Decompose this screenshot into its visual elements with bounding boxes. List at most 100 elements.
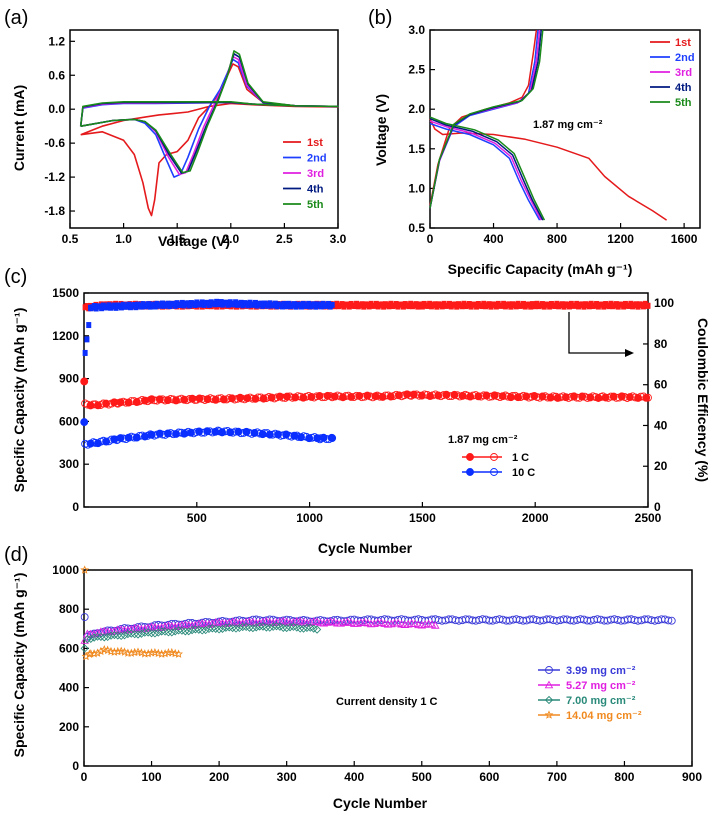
d-point-7.00 mg cm⁻²-58 <box>279 623 288 632</box>
b-ytick-label-1: 2.5 <box>408 63 425 77</box>
d-point-7.00 mg cm⁻²-42 <box>225 623 234 632</box>
b-xtick-label-2: 800 <box>547 232 567 246</box>
c-legend-open-10 C <box>490 468 498 476</box>
d-point-5.27 mg cm⁻²-103 <box>431 621 440 629</box>
panel-label-b: (b) <box>368 7 392 29</box>
d-point-7.00 mg cm⁻²-9 <box>113 631 122 640</box>
c-cap-point-1 C-214 <box>644 393 652 402</box>
a-ytick-label-4: -1.2 <box>44 170 65 184</box>
d-point-7.00 mg cm⁻²-8 <box>110 630 119 640</box>
a-ytick-label-3: -0.6 <box>44 136 65 150</box>
c-xlabel: Cycle Number <box>318 540 413 556</box>
c-eff-point-10 C-2 <box>86 322 92 329</box>
d-point-14.04 mg cm⁻²-3 <box>89 649 99 658</box>
d-point-5.27 mg cm⁻²-18 <box>143 623 153 632</box>
d-point-7.00 mg cm⁻²-35 <box>201 625 210 635</box>
d-point-5.27 mg cm⁻²-56 <box>272 618 281 626</box>
c-y2label: Coulombic Efficency (%) <box>695 318 709 482</box>
d-point-5.27 mg cm⁻²-8 <box>110 626 119 635</box>
a-ylabel: Current (mA) <box>11 85 27 171</box>
d-point-7.00 mg cm⁻²-25 <box>167 628 176 637</box>
d-point-14.04 mg cm⁻²-24 <box>160 649 170 658</box>
panel-label-c: (c) <box>4 266 27 288</box>
b-legend-label-3rd: 3rd <box>675 67 692 79</box>
c-xtick-label-0: 500 <box>187 511 207 525</box>
d-ytick-label-0: 0 <box>72 759 79 773</box>
c-eff-point-10 C-1 <box>84 336 90 343</box>
d-legend-label-3.99 mg cm⁻²: 3.99 mg cm⁻² <box>566 665 636 677</box>
a-ytick-label-2: 0.0 <box>48 102 65 116</box>
d-point-5.27 mg cm⁻²-3 <box>93 628 102 637</box>
d-ytick-label-3: 600 <box>59 641 79 655</box>
b-xtick-label-0: 0 <box>427 232 434 246</box>
a-legend-label-5th: 5th <box>307 199 324 211</box>
b-discharge-1st <box>429 118 668 221</box>
d-ylabel: Specific Capacity (mAh g⁻¹) <box>11 573 27 758</box>
d-point-5.27 mg cm⁻²-46 <box>238 618 248 627</box>
a-ytick-label-5: -1.8 <box>44 204 65 218</box>
d-xtick-label-6: 600 <box>479 770 499 784</box>
b-legend-label-1st: 1st <box>675 37 691 49</box>
d-point-5.27 mg cm⁻²-90 <box>387 619 396 628</box>
b-charge-5th <box>429 29 544 209</box>
d-point-7.00 mg cm⁻²-39 <box>214 625 224 634</box>
d-xtick-label-3: 300 <box>277 770 297 784</box>
b-legend-label-4th: 4th <box>675 82 692 94</box>
a-ytick-label-0: 1.2 <box>48 34 65 48</box>
c-cap-point-10 C-97 <box>328 434 337 442</box>
c-legend-title: 1.87 mg cm⁻² <box>448 434 518 446</box>
b-discharge-5th <box>429 116 546 221</box>
d-point-7.00 mg cm⁻²-4 <box>96 632 106 641</box>
c-axis-arrow <box>568 312 630 354</box>
c-y2tick-label-4: 80 <box>654 337 668 351</box>
d-point-14.04 mg cm⁻²-10 <box>113 646 123 656</box>
c-cap-point-10 C-0 <box>80 418 89 427</box>
d-point-7.00 mg cm⁻²-first <box>80 644 89 653</box>
d-point-7.00 mg cm⁻²-49 <box>248 623 258 633</box>
d-point-7.00 mg cm⁻²-14 <box>130 630 139 639</box>
d-point-7.00 mg cm⁻²-6 <box>103 632 112 642</box>
d-xtick-label-8: 800 <box>614 770 634 784</box>
d-point-7.00 mg cm⁻²-53 <box>262 623 271 632</box>
d-point-7.00 mg cm⁻²-48 <box>245 623 254 632</box>
d-point-7.00 mg cm⁻²-38 <box>211 624 220 634</box>
c-xtick-label-2: 1500 <box>409 511 436 525</box>
d-xtick-label-2: 200 <box>209 770 229 784</box>
d-point-14.04 mg cm⁻²-5 <box>96 646 106 656</box>
a-ytick-label-1: 0.6 <box>48 68 65 82</box>
b-ytick-label-2: 2.0 <box>408 102 425 116</box>
d-point-7.00 mg cm⁻²-20 <box>150 629 160 638</box>
d-point-5.27 mg cm⁻²-80 <box>353 619 362 627</box>
d-point-5.27 mg cm⁻²-61 <box>289 617 298 626</box>
d-point-5.27 mg cm⁻²-66 <box>306 617 315 626</box>
c-y2tick-label-2: 40 <box>654 418 668 432</box>
d-xtick-label-0: 0 <box>81 770 88 784</box>
d-point-3.99 mg cm⁻²-first <box>80 613 89 621</box>
c-ytick-label-0: 0 <box>72 500 79 514</box>
c-ytick-label-4: 1200 <box>52 329 79 343</box>
b-xtick-label-1: 400 <box>484 232 504 246</box>
c-eff-point-10 C-0 <box>82 349 88 356</box>
d-point-5.27 mg cm⁻²-41 <box>221 619 231 627</box>
c-eff-point-1 C-314 <box>645 302 651 309</box>
d-point-14.04 mg cm⁻²-28 <box>174 649 183 658</box>
c-eff-point-10 C-139 <box>329 301 335 308</box>
d-point-3.99 mg cm⁻²-172 <box>664 616 673 625</box>
d-legend-marker-14.04 mg cm⁻² <box>544 710 554 719</box>
d-point-7.00 mg cm⁻²-46 <box>238 622 247 632</box>
d-point-7.00 mg cm⁻²-12 <box>123 629 133 639</box>
b-legend-label-2nd: 2nd <box>675 52 695 64</box>
d-point-7.00 mg cm⁻²-0 <box>83 635 92 644</box>
d-point-14.04 mg cm⁻²-first <box>80 565 90 574</box>
d-point-5.27 mg cm⁻²-95 <box>404 619 413 628</box>
d-legend-marker-7.00 mg cm⁻² <box>544 695 554 705</box>
c-y2tick-label-5: 100 <box>654 296 674 310</box>
c-cap-point-1 C-0 <box>80 377 89 386</box>
b-ytick-label-0: 3.0 <box>408 23 425 37</box>
d-point-7.00 mg cm⁻²-51 <box>255 622 264 631</box>
d-xtick-label-5: 500 <box>412 770 432 784</box>
b-ylabel: Voltage (V) <box>373 94 389 166</box>
d-legend-marker-3.99 mg cm⁻² <box>545 666 553 674</box>
d-point-5.27 mg cm⁻²-42 <box>224 618 234 626</box>
